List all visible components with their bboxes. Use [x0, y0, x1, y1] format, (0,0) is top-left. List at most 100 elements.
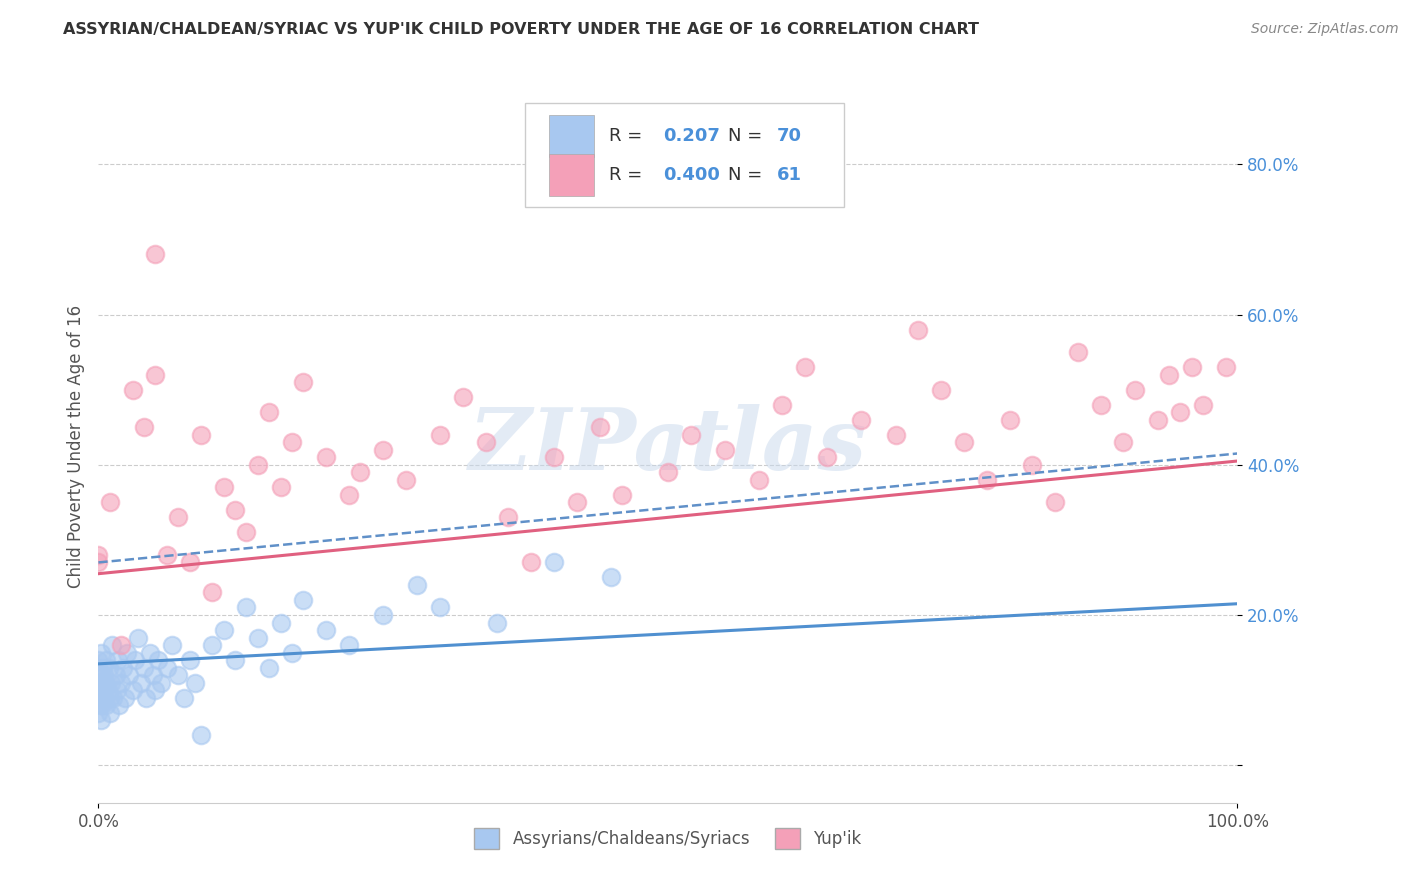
Point — [998, 413, 1021, 427]
Point — [132, 660, 155, 674]
Point — [246, 458, 269, 472]
Point — [884, 427, 907, 442]
Point — [108, 698, 131, 713]
Point — [105, 683, 128, 698]
Point — [90, 698, 112, 713]
Point — [121, 383, 143, 397]
Point — [1157, 368, 1180, 382]
Point — [281, 646, 304, 660]
Point — [162, 638, 184, 652]
Point — [142, 668, 165, 682]
Point — [224, 503, 246, 517]
Point — [184, 675, 207, 690]
Point — [87, 690, 110, 705]
Point — [315, 450, 337, 465]
Point — [121, 683, 143, 698]
Point — [146, 653, 169, 667]
Point — [156, 548, 179, 562]
Text: ZIPatlas: ZIPatlas — [468, 404, 868, 488]
Point — [543, 450, 565, 465]
Point — [1112, 435, 1135, 450]
Point — [371, 442, 394, 457]
Point — [96, 653, 118, 667]
Point — [190, 427, 212, 442]
FancyBboxPatch shape — [526, 103, 845, 207]
Point — [90, 713, 112, 727]
Point — [118, 668, 141, 682]
Point — [657, 465, 679, 479]
Point — [371, 607, 394, 622]
Point — [173, 690, 195, 705]
Point — [91, 683, 114, 698]
Point — [110, 638, 132, 652]
Point — [101, 638, 124, 652]
Point — [96, 698, 118, 713]
FancyBboxPatch shape — [550, 153, 593, 196]
Text: N =: N = — [728, 127, 762, 145]
FancyBboxPatch shape — [550, 114, 593, 157]
Point — [270, 480, 292, 494]
Point — [1021, 458, 1043, 472]
Point — [235, 600, 257, 615]
Text: 0.207: 0.207 — [664, 127, 720, 145]
Point — [110, 675, 132, 690]
Point — [212, 623, 235, 637]
Point — [474, 435, 496, 450]
Point — [429, 427, 451, 442]
Point — [976, 473, 998, 487]
Point — [87, 660, 110, 674]
Point — [929, 383, 952, 397]
Point — [600, 570, 623, 584]
Point — [953, 435, 976, 450]
Point — [1123, 383, 1146, 397]
Point — [156, 660, 179, 674]
Point — [1043, 495, 1066, 509]
Point — [98, 495, 121, 509]
Point — [1090, 398, 1112, 412]
Point — [212, 480, 235, 494]
Point — [98, 706, 121, 720]
Point — [124, 653, 146, 667]
Point — [815, 450, 838, 465]
Point — [395, 473, 418, 487]
Point — [748, 473, 770, 487]
Point — [486, 615, 509, 630]
Point — [145, 683, 167, 698]
Point — [201, 638, 224, 652]
Text: 61: 61 — [778, 166, 803, 184]
Point — [94, 675, 117, 690]
Point — [851, 413, 873, 427]
Point — [103, 690, 125, 705]
Point — [451, 390, 474, 404]
Point — [793, 360, 815, 375]
Point — [90, 675, 112, 690]
Text: ASSYRIAN/CHALDEAN/SYRIAC VS YUP'IK CHILD POVERTY UNDER THE AGE OF 16 CORRELATION: ASSYRIAN/CHALDEAN/SYRIAC VS YUP'IK CHILD… — [63, 22, 979, 37]
Point — [612, 488, 634, 502]
Point — [907, 322, 929, 336]
Point — [190, 728, 212, 742]
Point — [337, 638, 360, 652]
Text: Source: ZipAtlas.com: Source: ZipAtlas.com — [1251, 22, 1399, 37]
Point — [87, 653, 110, 667]
Point — [129, 675, 152, 690]
Point — [292, 375, 315, 389]
Legend: Assyrians/Chaldeans/Syriacs, Yup'ik: Assyrians/Chaldeans/Syriacs, Yup'ik — [464, 818, 872, 859]
Text: 0.400: 0.400 — [664, 166, 720, 184]
Point — [87, 675, 110, 690]
Point — [588, 420, 610, 434]
Point — [270, 615, 292, 630]
Point — [98, 690, 121, 705]
Point — [138, 646, 160, 660]
Point — [87, 706, 110, 720]
Point — [259, 405, 281, 419]
Point — [114, 690, 136, 705]
Point — [406, 578, 429, 592]
Point — [89, 683, 111, 698]
Point — [93, 668, 115, 682]
Point — [770, 398, 793, 412]
Point — [89, 698, 111, 713]
Point — [112, 660, 135, 674]
Point — [97, 660, 120, 674]
Point — [1067, 345, 1090, 359]
Point — [115, 646, 138, 660]
